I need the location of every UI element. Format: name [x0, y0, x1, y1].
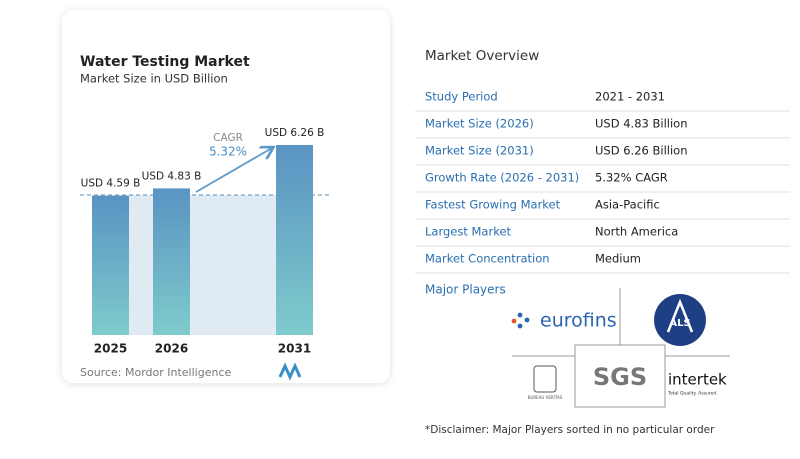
x-tick-label: 2026 [155, 342, 188, 356]
overview-value: USD 6.26 Billion [595, 144, 687, 158]
overview-value: 5.32% CAGR [595, 171, 668, 185]
cagr-label: CAGR [213, 132, 243, 144]
overview-label: Study Period [425, 90, 498, 104]
overview-value: Medium [595, 252, 641, 266]
disclaimer: *Disclaimer: Major Players sorted in no … [425, 424, 715, 436]
source: Source: Mordor Intelligence [80, 366, 231, 379]
x-tick-label: 2025 [94, 342, 127, 356]
chart-title: Water Testing Market [80, 54, 250, 70]
overview-label: Fastest Growing Market [425, 198, 561, 212]
players-title: Major Players [425, 283, 506, 297]
overview-label: Market Size (2031) [425, 144, 534, 158]
logo-intertek: intertek [668, 371, 727, 389]
overview-title: Market Overview [425, 48, 539, 64]
chart-subtitle: Market Size in USD Billion [80, 72, 228, 86]
bar [153, 188, 190, 335]
mordor-logo [278, 362, 302, 381]
overview-label: Growth Rate (2026 - 2031) [425, 171, 579, 185]
logo-bv: BUREAU VERITAS [528, 395, 563, 400]
value-label: USD 4.59 B [81, 178, 141, 190]
bar [92, 195, 129, 335]
logo-als: ALS [669, 318, 690, 329]
overview-value: North America [595, 225, 678, 239]
logo-eurofins: eurofins [540, 310, 617, 332]
overview-value: Asia-Pacific [595, 198, 660, 212]
overview-value: 2021 - 2031 [595, 90, 665, 104]
overview-value: USD 4.83 Billion [595, 117, 687, 131]
overview-label: Market Size (2026) [425, 117, 534, 131]
logo-intertek-tagline: Total Quality. Assured. [667, 391, 718, 397]
cagr-arrow [195, 148, 272, 193]
cagr-value: 5.32% [209, 145, 247, 159]
overview-label: Largest Market [425, 225, 512, 239]
value-label: USD 4.83 B [142, 170, 202, 182]
logo-sgs: SGS [593, 363, 647, 391]
logos: eurofins ALS BUREAU VERITAS SGS intertek… [511, 288, 730, 408]
x-tick-label: 2031 [278, 342, 311, 356]
overview-label: Market Concentration [425, 252, 550, 266]
bar [276, 145, 313, 335]
value-label: USD 6.26 B [265, 127, 325, 139]
